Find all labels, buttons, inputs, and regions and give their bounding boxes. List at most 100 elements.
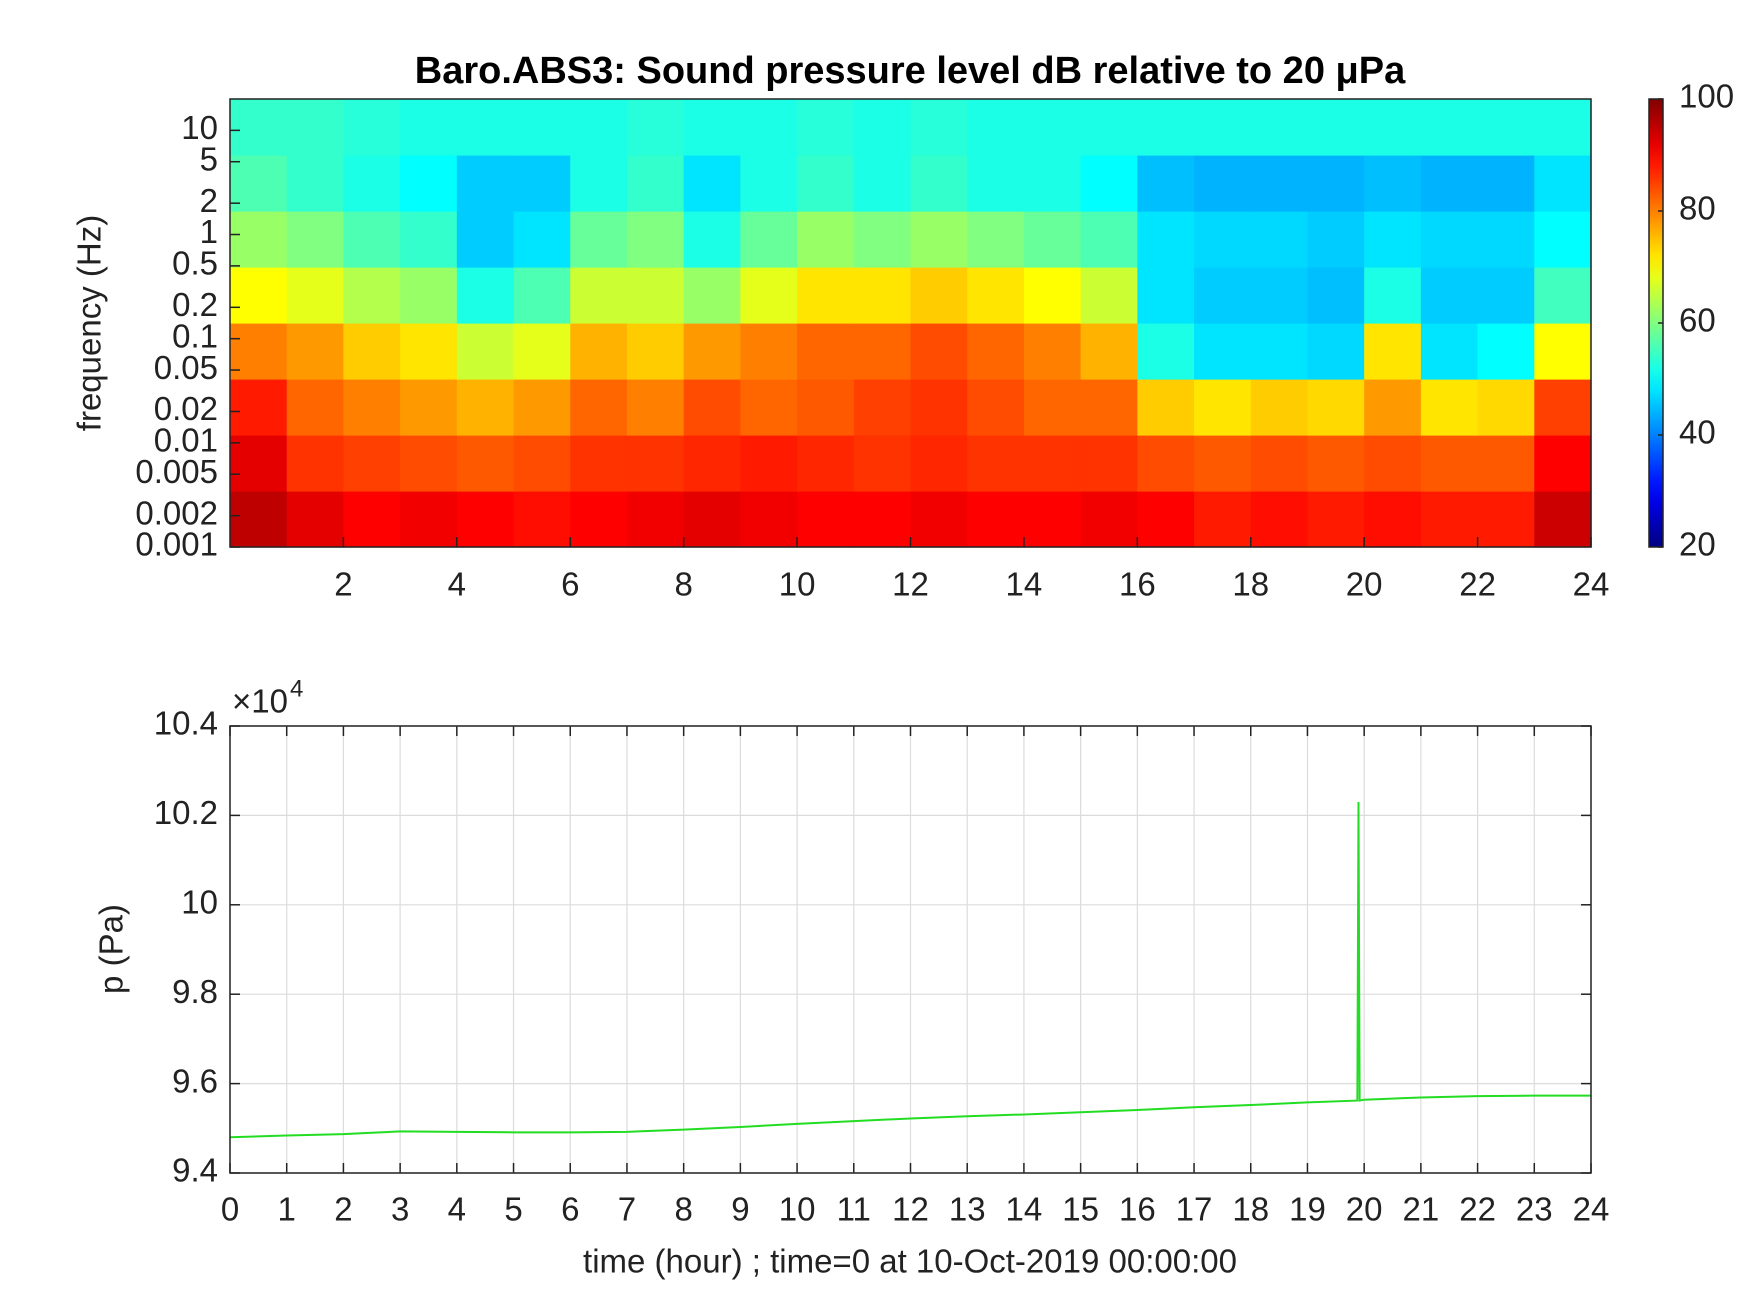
heat-cell — [1534, 267, 1592, 324]
heat-cell — [286, 323, 345, 380]
heat-cell — [1194, 323, 1252, 380]
x-tick-label: 24 — [1573, 566, 1610, 603]
heat-cell — [853, 379, 912, 436]
x-tick-label: 7 — [618, 1191, 636, 1228]
y-tick-label: 0.2 — [172, 286, 218, 323]
heat-cell — [456, 435, 515, 492]
heat-cell — [626, 435, 685, 492]
heat-cell — [570, 155, 628, 212]
heat-cell — [683, 155, 741, 212]
x-tick-label: 4 — [448, 566, 466, 603]
heat-cell — [967, 155, 1025, 212]
x-tick-label: 23 — [1516, 1191, 1553, 1228]
heat-cell — [1250, 379, 1309, 436]
heat-cell — [286, 379, 345, 436]
y-tick-label: 9.8 — [172, 973, 218, 1010]
heat-cell — [1250, 267, 1309, 324]
y-tick-label: 0.001 — [135, 526, 218, 563]
heat-cell — [1080, 491, 1138, 548]
heat-cell — [1477, 99, 1535, 156]
heat-cell — [967, 267, 1025, 324]
x-tick-label: 15 — [1062, 1191, 1099, 1228]
heat-cell — [1137, 267, 1195, 324]
heat-cell — [1194, 99, 1252, 156]
heat-cell — [513, 435, 571, 492]
heat-cell — [797, 491, 855, 548]
heat-cell — [1137, 323, 1195, 380]
heat-cell — [967, 323, 1025, 380]
x-tick-label: 16 — [1119, 1191, 1156, 1228]
heat-cell — [1137, 435, 1195, 492]
heat-cell — [853, 99, 912, 156]
heat-cell — [1250, 491, 1309, 548]
x-tick-label: 18 — [1232, 566, 1269, 603]
heat-cell — [1250, 323, 1309, 380]
heat-cell — [570, 379, 628, 436]
heat-cell — [286, 435, 345, 492]
heat-cell — [626, 323, 685, 380]
heat-cell — [513, 491, 571, 548]
heat-cell — [910, 267, 968, 324]
colorbar-tick-label: 40 — [1679, 414, 1716, 451]
heat-cell — [910, 155, 968, 212]
x-tick-label: 6 — [561, 1191, 579, 1228]
heat-cell — [1080, 267, 1138, 324]
heat-cell — [513, 267, 571, 324]
heat-cell — [1137, 155, 1195, 212]
heat-cell — [740, 211, 798, 268]
y-tick-label: 10 — [181, 109, 218, 146]
heat-cell — [513, 379, 571, 436]
heat-cell — [1307, 435, 1365, 492]
heat-cell — [967, 435, 1025, 492]
heat-cell — [456, 99, 515, 156]
heat-cell — [853, 267, 912, 324]
heat-cell — [626, 99, 685, 156]
x-tick-label: 2 — [334, 566, 352, 603]
heat-cell — [343, 211, 401, 268]
heat-cell — [400, 211, 458, 268]
heat-cell — [570, 211, 628, 268]
x-tick-label: 19 — [1289, 1191, 1326, 1228]
heat-cell — [456, 155, 515, 212]
x-tick-label: 3 — [391, 1191, 409, 1228]
heat-cell — [853, 435, 912, 492]
heat-cell — [853, 211, 912, 268]
heat-cell — [1364, 491, 1422, 548]
heat-cell — [853, 491, 912, 548]
heat-cell — [230, 155, 288, 212]
heat-cell — [797, 267, 855, 324]
y-tick-label: 0.1 — [172, 317, 218, 354]
heat-cell — [570, 491, 628, 548]
heat-cell — [1023, 267, 1082, 324]
heat-cell — [1307, 211, 1365, 268]
heat-cell — [1534, 155, 1592, 212]
heat-cell — [1534, 99, 1592, 156]
heat-cell — [1420, 155, 1479, 212]
heat-cell — [1420, 491, 1479, 548]
heat-cell — [1534, 379, 1592, 436]
heat-cell — [740, 435, 798, 492]
heat-cell — [797, 99, 855, 156]
y-tick-label: 2 — [200, 182, 218, 219]
heat-cell — [626, 155, 685, 212]
heat-cell — [456, 267, 515, 324]
heat-cell — [400, 435, 458, 492]
heat-cell — [740, 323, 798, 380]
x-tick-label: 10 — [779, 1191, 816, 1228]
heat-cell — [513, 211, 571, 268]
heat-cell — [343, 435, 401, 492]
heat-cell — [1080, 323, 1138, 380]
heat-cell — [683, 323, 741, 380]
x-tick-label: 12 — [892, 1191, 929, 1228]
x-tick-label: 9 — [731, 1191, 749, 1228]
heat-cell — [1364, 435, 1422, 492]
heat-cell — [1194, 379, 1252, 436]
heat-cell — [286, 155, 345, 212]
heat-cell — [1534, 211, 1592, 268]
x-tick-label: 0 — [221, 1191, 239, 1228]
heat-cell — [1194, 435, 1252, 492]
heat-cell — [456, 379, 515, 436]
heat-cell — [1080, 99, 1138, 156]
heat-cell — [1250, 99, 1309, 156]
y-tick-label: 9.6 — [172, 1062, 218, 1099]
